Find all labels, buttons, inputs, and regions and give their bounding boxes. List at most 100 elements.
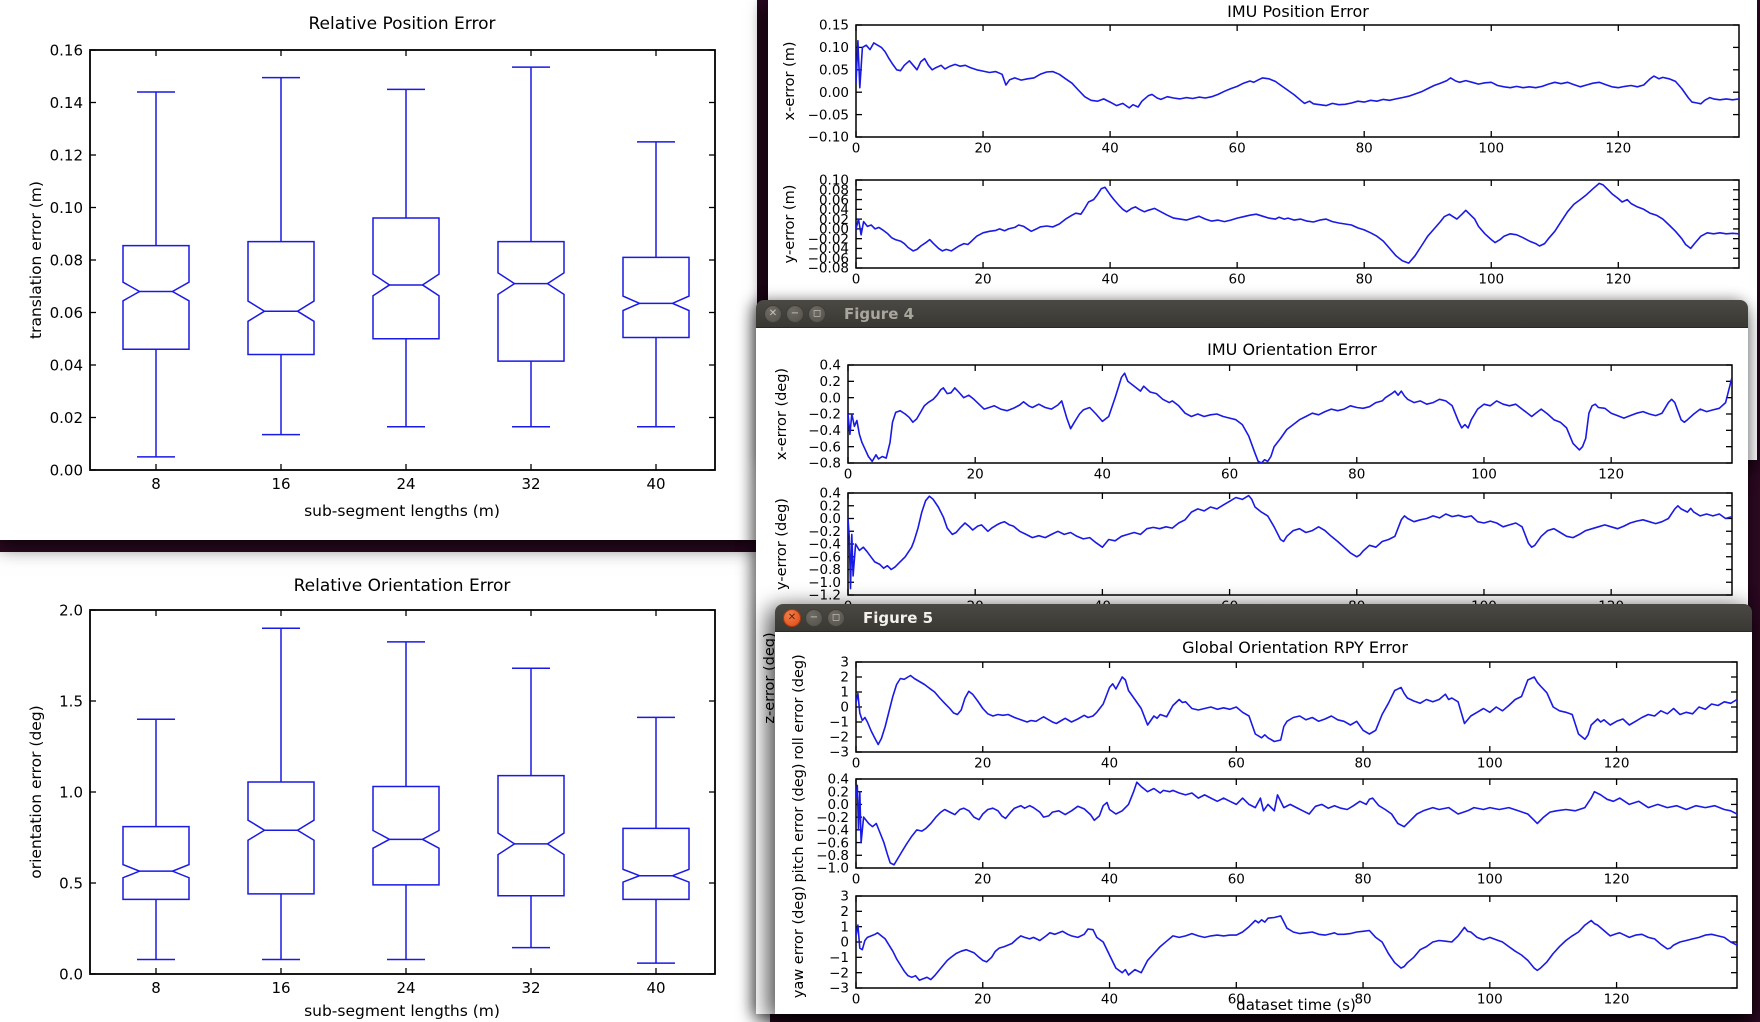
svg-text:60: 60 — [1229, 272, 1246, 288]
svg-text:100: 100 — [1478, 272, 1504, 288]
svg-text:80: 80 — [1356, 141, 1373, 157]
svg-text:0.10: 0.10 — [50, 199, 83, 217]
svg-text:−0.04: −0.04 — [808, 241, 849, 257]
svg-text:8: 8 — [151, 475, 161, 493]
svg-text:60: 60 — [1221, 467, 1238, 483]
svg-text:0.2: 0.2 — [828, 784, 849, 800]
svg-text:80: 80 — [1354, 756, 1371, 772]
svg-text:0: 0 — [840, 700, 849, 716]
svg-text:0: 0 — [852, 756, 861, 772]
svg-text:100: 100 — [1477, 756, 1503, 772]
svg-text:100: 100 — [1471, 467, 1497, 483]
maximize-icon[interactable]: ◻ — [827, 608, 845, 627]
svg-text:−0.2: −0.2 — [808, 407, 841, 423]
svg-text:−0.08: −0.08 — [808, 261, 849, 277]
svg-text:−0.8: −0.8 — [808, 456, 841, 472]
svg-text:0.06: 0.06 — [50, 304, 83, 322]
svg-text:0.4: 0.4 — [828, 772, 849, 788]
svg-text:−1.2: −1.2 — [808, 588, 841, 604]
svg-text:40: 40 — [646, 979, 665, 997]
line-canvas-imu-position: −0.10 −0.05 0.00 0.05 0.10 0.15 0 20 40 60 80 100 12… — [808, 18, 1740, 288]
svg-text:120: 120 — [1604, 992, 1630, 1008]
svg-text:−0.4: −0.4 — [808, 423, 841, 439]
close-icon[interactable]: ✕ — [783, 608, 801, 627]
svg-text:−1.0: −1.0 — [808, 575, 841, 591]
svg-text:0.4: 0.4 — [820, 358, 841, 374]
svg-text:−0.06: −0.06 — [808, 251, 849, 267]
chart-title: IMU Orientation Error — [1207, 340, 1377, 359]
svg-text:32: 32 — [521, 475, 540, 493]
svg-text:16: 16 — [271, 979, 290, 997]
svg-text:0.08: 0.08 — [50, 251, 83, 269]
svg-text:−1: −1 — [829, 950, 849, 966]
svg-text:80: 80 — [1354, 872, 1371, 888]
svg-text:60: 60 — [1229, 141, 1246, 157]
figure5-titlebar[interactable]: ✕ − ◻ Figure 5 — [775, 604, 1752, 632]
svg-text:24: 24 — [396, 475, 415, 493]
x-axis-label: sub-segment lengths (m) — [304, 1002, 500, 1020]
svg-text:−0.6: −0.6 — [816, 835, 849, 851]
svg-text:0.0: 0.0 — [820, 511, 841, 527]
svg-text:−0.6: −0.6 — [808, 439, 841, 455]
svg-text:0.02: 0.02 — [819, 212, 849, 228]
window-title: Figure 4 — [844, 304, 915, 323]
svg-text:16: 16 — [271, 475, 290, 493]
svg-text:0: 0 — [840, 935, 849, 951]
svg-text:−0.8: −0.8 — [808, 562, 841, 578]
svg-text:20: 20 — [974, 872, 991, 888]
svg-text:0: 0 — [852, 992, 861, 1008]
svg-text:2: 2 — [840, 670, 849, 686]
svg-text:120: 120 — [1605, 272, 1631, 288]
x-axis-label: dataset time (s) — [1236, 996, 1356, 1014]
svg-text:0.5: 0.5 — [59, 874, 83, 892]
boxplot-canvas-position: 0.00 0.02 0.04 0.06 0.08 0.10 0.12 0.14 0.16 8 16 2… — [50, 41, 716, 493]
svg-text:0.10: 0.10 — [819, 173, 849, 189]
svg-text:20: 20 — [974, 272, 991, 288]
svg-text:2: 2 — [840, 904, 849, 920]
window-relative-position: Relative Position Error translation erro… — [0, 0, 757, 540]
minimize-icon[interactable]: − — [786, 304, 804, 323]
minimize-icon[interactable]: − — [805, 608, 823, 627]
svg-text:120: 120 — [1604, 872, 1630, 888]
svg-text:0: 0 — [852, 141, 861, 157]
svg-text:100: 100 — [1477, 872, 1503, 888]
svg-text:80: 80 — [1348, 467, 1365, 483]
svg-text:60: 60 — [1228, 872, 1245, 888]
svg-text:0.0: 0.0 — [59, 965, 83, 983]
svg-text:−0.02: −0.02 — [808, 231, 849, 247]
maximize-icon[interactable]: ◻ — [808, 304, 826, 323]
svg-text:−0.4: −0.4 — [808, 537, 841, 553]
svg-text:0.00: 0.00 — [50, 461, 83, 479]
svg-text:−2: −2 — [829, 730, 849, 746]
svg-text:−0.4: −0.4 — [816, 823, 849, 839]
svg-text:0.16: 0.16 — [50, 41, 83, 59]
svg-text:−3: −3 — [829, 745, 849, 761]
svg-text:0.0: 0.0 — [828, 797, 849, 813]
figure4-titlebar[interactable]: ✕ − ◻ Figure 4 — [756, 300, 1748, 328]
figure5-canvas-area: Global Orientation RPY Error roll error … — [775, 632, 1752, 1014]
svg-text:100: 100 — [1478, 141, 1504, 157]
svg-text:8: 8 — [151, 979, 161, 997]
svg-text:20: 20 — [974, 992, 991, 1008]
window-relative-orientation: Relative Orientation Error orientation e… — [0, 552, 770, 1022]
svg-text:20: 20 — [974, 141, 991, 157]
svg-text:−1.0: −1.0 — [816, 861, 849, 877]
svg-text:0.12: 0.12 — [50, 146, 83, 164]
svg-text:0.14: 0.14 — [50, 94, 83, 112]
svg-text:−1: −1 — [829, 715, 849, 731]
close-icon[interactable]: ✕ — [764, 304, 782, 323]
svg-text:0.10: 0.10 — [819, 40, 849, 56]
svg-text:32: 32 — [521, 979, 540, 997]
svg-text:0: 0 — [852, 872, 861, 888]
chart-title: Relative Position Error — [308, 14, 496, 34]
svg-text:0: 0 — [852, 272, 861, 288]
svg-text:60: 60 — [1228, 756, 1245, 772]
svg-text:120: 120 — [1605, 141, 1631, 157]
svg-text:−0.8: −0.8 — [816, 848, 849, 864]
chart-title: Relative Orientation Error — [293, 576, 511, 596]
svg-text:100: 100 — [1477, 992, 1503, 1008]
svg-text:1: 1 — [840, 919, 849, 935]
svg-text:80: 80 — [1356, 272, 1373, 288]
svg-text:0.0: 0.0 — [820, 390, 841, 406]
svg-text:1: 1 — [840, 685, 849, 701]
